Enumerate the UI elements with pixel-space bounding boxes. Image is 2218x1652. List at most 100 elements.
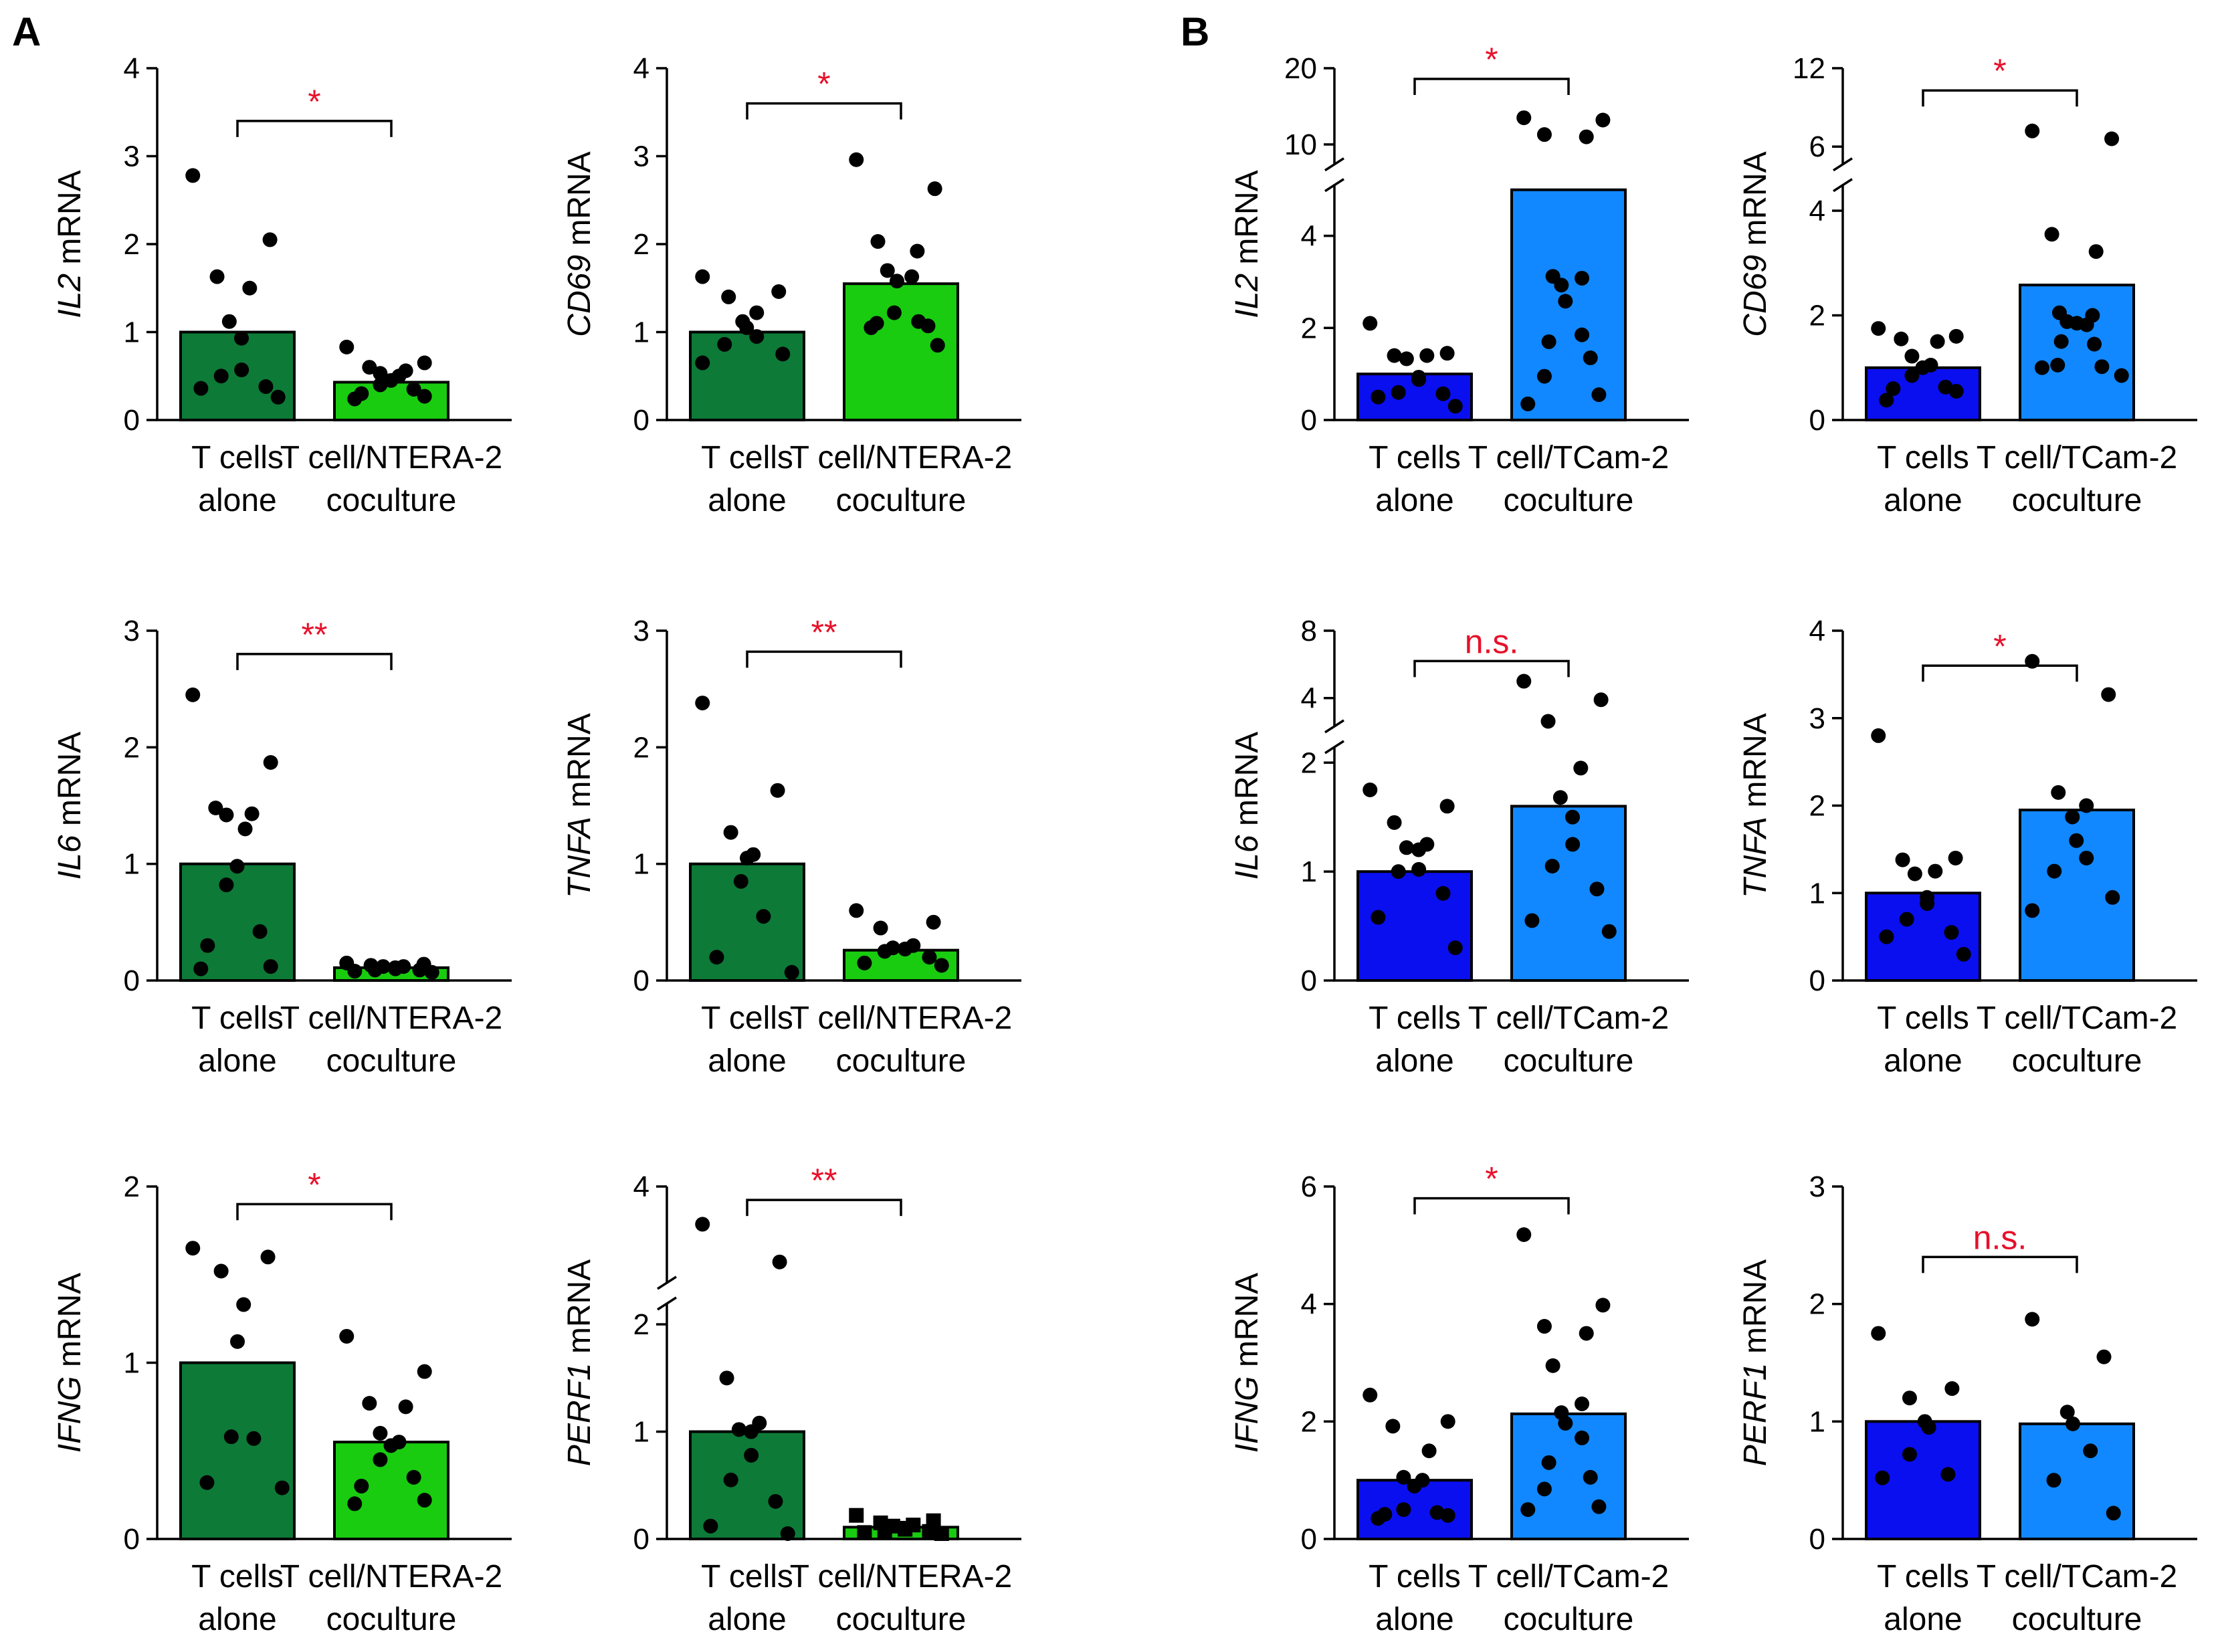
data-point <box>870 234 886 249</box>
data-point <box>927 181 942 197</box>
gene-name: CD69 <box>562 255 597 337</box>
gene-name: IFNG <box>1229 1376 1265 1453</box>
data-point <box>1411 372 1427 387</box>
data-point <box>1419 348 1435 363</box>
data-point <box>234 330 249 346</box>
x-tick-label: coculture <box>836 1602 967 1637</box>
x-tick-label: T cells <box>1877 1559 1969 1594</box>
gene-name: CD69 <box>1738 255 1773 337</box>
y-tick-label: 2 <box>1301 312 1317 344</box>
data-point <box>1435 886 1451 901</box>
y-tick-label: 4 <box>633 1170 649 1203</box>
bar-alone <box>689 330 805 421</box>
y-tick-label: 4 <box>1809 615 1825 647</box>
data-point <box>904 269 920 284</box>
data-point <box>857 955 872 970</box>
significance-bracket <box>746 650 902 668</box>
significance-label: * <box>1485 41 1498 78</box>
y-axis-unit: mRNA <box>562 713 597 817</box>
data-point <box>2051 785 2066 800</box>
data-point <box>417 389 432 404</box>
x-tick-label: T cell/NTERA-2 <box>790 1559 1013 1594</box>
data-point <box>1536 127 1552 142</box>
data-point <box>1371 910 1386 925</box>
y-axis-unit: mRNA <box>1229 1273 1265 1376</box>
significance-bracket <box>746 1199 902 1217</box>
y-tick-label: 6 <box>1301 1170 1317 1203</box>
y-tick-label: 3 <box>124 140 140 173</box>
data-point <box>1944 1381 1960 1397</box>
y-axis-unit: mRNA <box>562 1259 597 1363</box>
gene-name: IL2 <box>1229 274 1265 318</box>
data-point <box>849 1508 864 1523</box>
y-axis-unit: mRNA <box>1738 151 1773 255</box>
data-point <box>1948 383 1964 399</box>
y-axis-unit: mRNA <box>1738 1259 1773 1363</box>
x-tick-label: T cell/NTERA-2 <box>790 1001 1013 1036</box>
axis-break-mark <box>1324 719 1344 734</box>
data-point <box>208 800 223 815</box>
x-tick-label: alone <box>1884 1602 1962 1637</box>
panel-letter-a: A <box>12 9 41 54</box>
x-tick-label: alone <box>198 1043 276 1079</box>
data-point <box>424 964 439 980</box>
data-point <box>749 329 765 344</box>
significance-bracket <box>746 102 902 120</box>
y-tick-label: 12 <box>1793 52 1825 85</box>
y-tick-label: 4 <box>1809 195 1825 227</box>
data-point <box>2034 360 2049 375</box>
gene-name: IL2 <box>52 274 88 318</box>
x-tick-label: T cells <box>1369 440 1461 476</box>
data-point <box>1575 270 1590 286</box>
data-point <box>1589 882 1605 897</box>
data-point <box>1575 1430 1590 1445</box>
data-point <box>2065 809 2080 825</box>
data-point <box>1601 924 1617 939</box>
data-point <box>2094 359 2110 375</box>
data-point <box>2106 1506 2121 1521</box>
significance-bracket <box>1922 664 2078 682</box>
data-point <box>1558 1415 1573 1431</box>
y-axis-label: PERF1 mRNA <box>1738 1259 1773 1466</box>
data-point <box>1575 327 1590 342</box>
y-tick-label: 20 <box>1284 52 1317 85</box>
significance-label: ** <box>811 613 837 651</box>
data-point <box>193 381 209 396</box>
data-point <box>236 1297 251 1312</box>
data-point <box>849 903 864 918</box>
data-point <box>2044 227 2059 242</box>
x-tick-label: coculture <box>326 1602 457 1637</box>
y-tick-label: 6 <box>1809 130 1825 163</box>
gene-name: IL6 <box>52 835 88 880</box>
data-point <box>1948 850 1963 865</box>
significance-label: * <box>308 1166 320 1203</box>
data-point <box>263 754 278 770</box>
x-tick-label: T cells <box>701 1001 793 1036</box>
bar-alone <box>179 330 296 421</box>
chart-ifng-b: 0 2 4 6 IFNG mRNA T cells alone T cell/TCam-2 co… <box>1229 1160 1689 1637</box>
chart-cd69-b: 0 2 4 6 12 CD69 mRNA T cells alone T cell/TCam-2… <box>1738 52 2197 518</box>
y-axis-label: CD69 mRNA <box>562 151 597 336</box>
significance-bracket <box>1413 1197 1570 1215</box>
x-tick-label: T cell/TCam-2 <box>1468 1001 1670 1036</box>
data-point <box>339 339 355 354</box>
data-point <box>1907 866 1922 882</box>
axis-break-mark <box>1833 157 1853 172</box>
x-tick-label: alone <box>708 1043 786 1079</box>
data-point <box>1595 112 1611 128</box>
data-point <box>1928 863 1943 879</box>
y-tick-label: 2 <box>633 1308 649 1341</box>
data-point <box>270 389 286 405</box>
data-point <box>1536 1481 1552 1497</box>
data-point <box>1895 852 1910 867</box>
data-point <box>1440 1414 1455 1429</box>
y-axis-label: TNFA mRNA <box>562 713 597 898</box>
data-point <box>1920 896 1935 911</box>
data-point <box>1573 760 1589 776</box>
data-point <box>1516 110 1532 126</box>
data-point <box>1540 714 1556 729</box>
data-point <box>922 1524 937 1539</box>
data-point <box>1894 331 1909 346</box>
